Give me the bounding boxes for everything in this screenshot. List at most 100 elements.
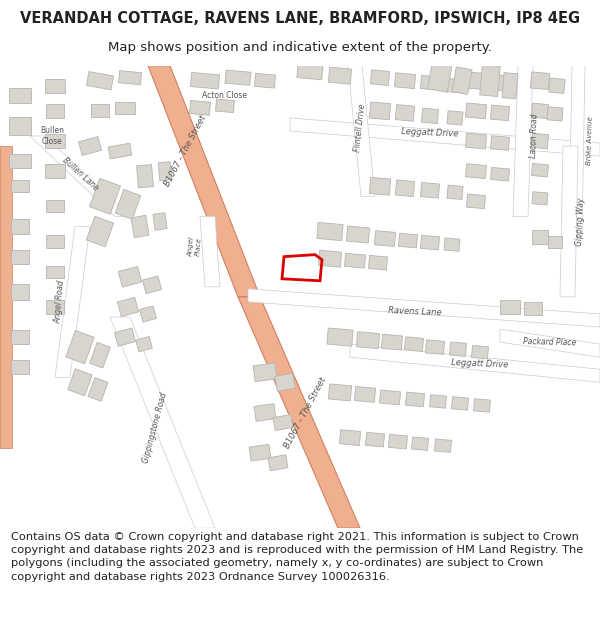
Polygon shape xyxy=(346,226,370,243)
Polygon shape xyxy=(55,226,90,378)
Polygon shape xyxy=(200,216,220,287)
Polygon shape xyxy=(45,164,65,178)
Text: B1067 - The Street: B1067 - The Street xyxy=(283,376,328,449)
Polygon shape xyxy=(421,235,440,250)
Polygon shape xyxy=(370,70,389,86)
Text: Bullen Lane: Bullen Lane xyxy=(61,156,100,192)
Polygon shape xyxy=(115,328,136,346)
Polygon shape xyxy=(452,397,469,410)
Polygon shape xyxy=(388,434,407,449)
Polygon shape xyxy=(444,238,460,251)
Polygon shape xyxy=(45,79,65,92)
Polygon shape xyxy=(68,369,92,396)
Polygon shape xyxy=(148,66,260,297)
Polygon shape xyxy=(446,79,464,93)
Polygon shape xyxy=(136,336,152,352)
Polygon shape xyxy=(365,432,385,447)
Polygon shape xyxy=(466,133,487,149)
Polygon shape xyxy=(11,180,29,192)
Polygon shape xyxy=(356,332,380,349)
Polygon shape xyxy=(253,362,277,382)
Polygon shape xyxy=(421,182,440,198)
Polygon shape xyxy=(254,73,275,88)
Polygon shape xyxy=(513,66,533,216)
Polygon shape xyxy=(11,219,29,234)
Polygon shape xyxy=(118,266,142,287)
Text: Lacon Road: Lacon Road xyxy=(529,114,539,158)
Polygon shape xyxy=(46,266,64,278)
Polygon shape xyxy=(398,233,418,248)
Polygon shape xyxy=(428,59,452,92)
Polygon shape xyxy=(46,201,64,212)
Polygon shape xyxy=(569,66,585,236)
Polygon shape xyxy=(473,399,490,412)
Text: Map shows position and indicative extent of the property.: Map shows position and indicative extent… xyxy=(108,41,492,54)
Polygon shape xyxy=(0,146,12,448)
Text: Leggatt Drive: Leggatt Drive xyxy=(401,127,459,139)
Polygon shape xyxy=(328,68,352,84)
Polygon shape xyxy=(472,346,488,359)
Polygon shape xyxy=(466,103,487,119)
Polygon shape xyxy=(547,107,563,121)
Polygon shape xyxy=(394,73,416,89)
Polygon shape xyxy=(131,215,149,238)
Polygon shape xyxy=(11,360,29,374)
Text: Gippingstone Road: Gippingstone Road xyxy=(141,391,169,464)
Polygon shape xyxy=(500,300,520,314)
Polygon shape xyxy=(66,331,94,364)
Polygon shape xyxy=(421,108,439,124)
Polygon shape xyxy=(532,164,548,177)
Polygon shape xyxy=(532,229,548,244)
Polygon shape xyxy=(290,118,600,156)
Polygon shape xyxy=(89,342,110,368)
Polygon shape xyxy=(421,76,440,90)
Polygon shape xyxy=(89,178,121,214)
Polygon shape xyxy=(560,146,578,297)
Polygon shape xyxy=(9,117,31,135)
Polygon shape xyxy=(275,373,295,391)
Polygon shape xyxy=(46,235,64,248)
Polygon shape xyxy=(249,444,271,461)
Text: Contains OS data © Crown copyright and database right 2021. This information is : Contains OS data © Crown copyright and d… xyxy=(11,532,583,582)
Polygon shape xyxy=(466,194,485,209)
Polygon shape xyxy=(340,430,361,446)
Polygon shape xyxy=(319,250,341,267)
Polygon shape xyxy=(248,289,600,327)
Polygon shape xyxy=(115,189,141,219)
Polygon shape xyxy=(11,284,29,300)
Polygon shape xyxy=(297,61,323,80)
Polygon shape xyxy=(9,154,31,168)
Polygon shape xyxy=(142,276,161,294)
Polygon shape xyxy=(350,344,600,382)
Polygon shape xyxy=(374,231,395,246)
Polygon shape xyxy=(382,334,403,350)
Polygon shape xyxy=(370,177,391,195)
Text: Bullen
Close: Bullen Close xyxy=(40,126,64,146)
Text: Flintell Drive: Flintell Drive xyxy=(353,104,367,152)
Polygon shape xyxy=(268,455,288,471)
Polygon shape xyxy=(532,133,548,149)
Polygon shape xyxy=(327,328,353,346)
Polygon shape xyxy=(344,253,365,268)
Polygon shape xyxy=(532,192,548,205)
Polygon shape xyxy=(379,390,401,405)
Polygon shape xyxy=(490,136,509,151)
Polygon shape xyxy=(91,104,109,118)
Polygon shape xyxy=(406,392,425,407)
Polygon shape xyxy=(370,102,391,120)
Polygon shape xyxy=(412,437,428,451)
Text: Leggatt Drive: Leggatt Drive xyxy=(451,359,509,370)
Polygon shape xyxy=(491,168,509,181)
Text: Packard Place: Packard Place xyxy=(523,337,577,348)
Text: Broke Avenue: Broke Avenue xyxy=(586,117,594,166)
Polygon shape xyxy=(86,216,113,247)
Polygon shape xyxy=(273,414,293,431)
Text: Gipping Way: Gipping Way xyxy=(575,198,586,246)
Polygon shape xyxy=(447,185,463,199)
Polygon shape xyxy=(110,317,215,528)
Polygon shape xyxy=(254,404,276,421)
Polygon shape xyxy=(530,72,550,89)
Polygon shape xyxy=(238,297,360,528)
Polygon shape xyxy=(115,102,135,114)
Polygon shape xyxy=(119,71,142,84)
